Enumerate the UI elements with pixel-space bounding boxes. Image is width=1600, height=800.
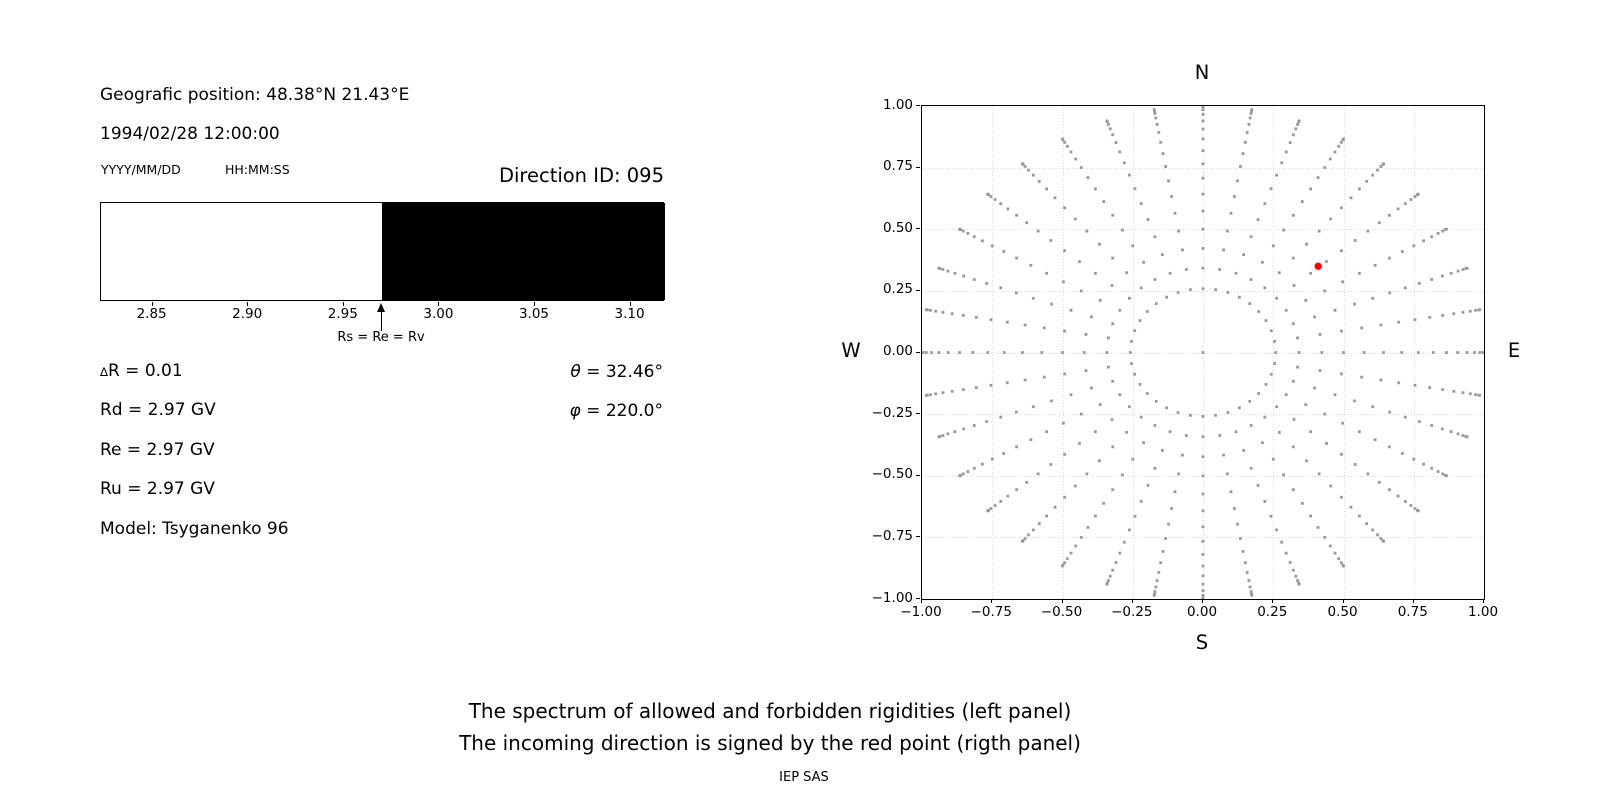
y-tick-mark [916, 228, 920, 230]
spectrum-tick-mark [342, 302, 344, 306]
spectrum-tick-mark [151, 302, 153, 306]
caption-line-1: The spectrum of allowed and forbidden ri… [468, 699, 1072, 723]
spectrum-tick-mark [247, 302, 249, 306]
spectrum-region-allowed [101, 203, 383, 300]
credit-text: IEP SAS [779, 770, 829, 785]
x-tick-label: −0.25 [1111, 604, 1153, 620]
gridline-horizontal [922, 537, 1484, 539]
delta-r-value: ∆R = 0.01 [100, 361, 183, 381]
x-tick-mark [1061, 599, 1063, 603]
x-tick-mark [1272, 599, 1274, 603]
x-tick-mark [1342, 599, 1344, 603]
y-tick-label: 0.75 [882, 158, 913, 175]
x-tick-mark [921, 599, 922, 603]
rigidity-arrow-label: Rs = Re = Rv [337, 330, 425, 345]
compass-north-label: N [1194, 61, 1210, 84]
x-tick-mark [1483, 599, 1484, 603]
x-tick-label: 0.25 [1257, 604, 1288, 620]
spectrum-tick-label: 3.00 [423, 306, 454, 322]
re-value: Re = 2.97 GV [100, 440, 215, 460]
x-tick-label: 0.00 [1186, 604, 1218, 620]
spectrum-tick-mark [629, 302, 631, 306]
y-tick-label: −1.00 [871, 589, 913, 606]
gridline-horizontal [922, 290, 1484, 292]
rigidity-arrow-shaft [380, 310, 382, 331]
y-tick-label: −0.25 [871, 404, 913, 421]
rigidity-arrow-icon [376, 303, 385, 312]
y-tick-mark [916, 105, 920, 106]
y-tick-label: 0.00 [882, 343, 913, 359]
y-tick-mark [916, 413, 920, 415]
phi-value: φ = 220.0° [569, 401, 663, 421]
compass-south-label: S [1195, 631, 1209, 654]
y-tick-mark [916, 166, 920, 168]
y-tick-label: 1.00 [882, 96, 913, 113]
spectrum-region-forbidden [382, 203, 665, 300]
rd-value: Rd = 2.97 GV [100, 400, 216, 420]
direction-plot-box [921, 105, 1485, 600]
x-tick-label: 1.00 [1467, 604, 1499, 620]
spectrum-tick-mark [533, 302, 535, 306]
ru-value: Ru = 2.97 GV [100, 479, 215, 499]
spectrum-tick-label: 2.85 [136, 306, 167, 322]
x-tick-mark [1412, 599, 1414, 603]
gridline-horizontal [922, 414, 1484, 416]
spectrum-tick-label: 2.95 [327, 306, 358, 322]
incoming-direction-point [1314, 262, 1322, 270]
spectrum-tick-label: 3.05 [518, 306, 550, 322]
y-tick-label: 0.25 [882, 281, 913, 298]
time-format-label: HH:MM:SS [225, 162, 290, 177]
x-tick-label: −0.50 [1040, 604, 1083, 620]
datetime-text: 1994/02/28 12:00:00 [100, 124, 280, 144]
x-tick-mark [1131, 599, 1133, 603]
x-tick-mark [991, 599, 993, 603]
y-tick-label: 0.50 [882, 219, 913, 236]
caption-line-2: The incoming direction is signed by the … [459, 731, 1081, 755]
spectrum-plot-box [100, 202, 665, 301]
direction-plot-dots [922, 106, 1484, 599]
y-tick-mark [916, 474, 920, 476]
y-tick-label: −0.50 [871, 466, 913, 483]
y-tick-mark [916, 289, 920, 291]
y-tick-mark [916, 598, 920, 599]
geographic-position-text: Geografic position: 48.38°N 21.43°E [100, 85, 410, 105]
gridline-horizontal [922, 167, 1484, 169]
x-tick-label: −1.00 [900, 604, 942, 620]
date-format-label: YYYY/MM/DD [101, 162, 181, 177]
spectrum-tick-mark [438, 302, 440, 306]
y-tick-mark [916, 351, 920, 353]
theta-value: θ = 32.46° [570, 362, 663, 382]
spectrum-tick-label: 3.10 [614, 306, 645, 322]
compass-west-label: W [841, 339, 861, 362]
x-tick-label: 0.50 [1327, 604, 1358, 620]
model-name: Model: Tsyganenko 96 [100, 519, 289, 539]
x-tick-label: −0.75 [970, 604, 1012, 620]
y-tick-mark [916, 536, 920, 538]
x-tick-mark [1202, 599, 1203, 603]
direction-id-text: Direction ID: 095 [498, 164, 664, 187]
x-tick-label: 0.75 [1397, 604, 1428, 620]
compass-east-label: E [1507, 339, 1521, 362]
y-tick-label: −0.75 [871, 527, 913, 544]
spectrum-tick-label: 2.90 [232, 306, 263, 322]
